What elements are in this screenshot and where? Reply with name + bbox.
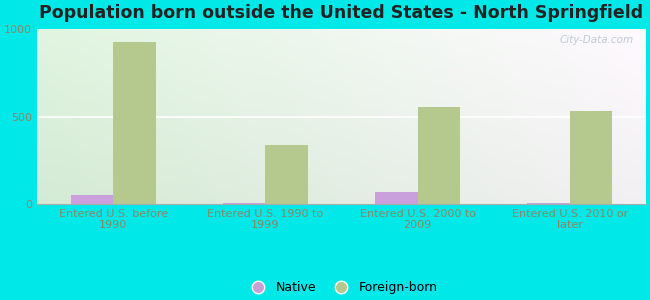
Bar xyxy=(417,107,460,204)
Bar xyxy=(70,195,113,204)
Bar xyxy=(223,203,265,204)
Bar xyxy=(570,111,612,204)
Bar xyxy=(113,41,156,204)
Title: Population born outside the United States - North Springfield: Population born outside the United State… xyxy=(40,4,644,22)
Text: City-Data.com: City-Data.com xyxy=(560,34,634,44)
Bar xyxy=(527,203,570,204)
Legend: Native, Foreign-born: Native, Foreign-born xyxy=(240,276,443,299)
Bar xyxy=(265,145,308,204)
Bar xyxy=(375,192,417,204)
